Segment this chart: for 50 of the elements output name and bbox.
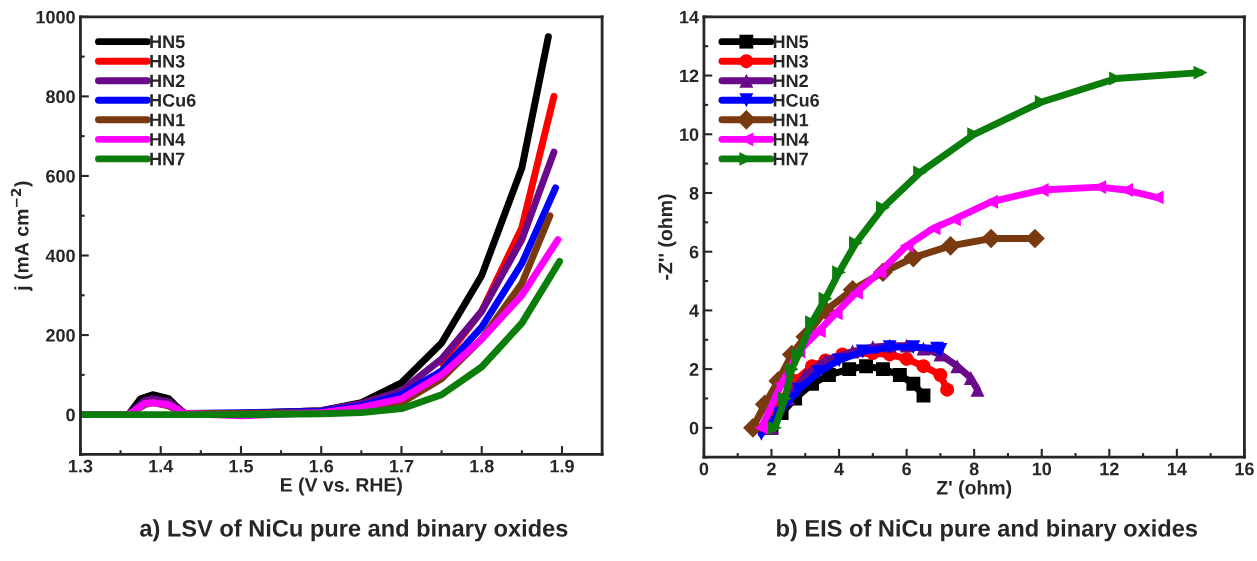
- x-tick-label: 1.5: [229, 459, 254, 473]
- y-tick-label: 800: [46, 90, 75, 104]
- x-tick-label: 1.3: [69, 459, 93, 473]
- x-tick-label: 8: [969, 462, 979, 476]
- legend-label: HCu6: [150, 93, 196, 107]
- y-tick-label: 4: [689, 304, 699, 317]
- x-tick-label: 6: [902, 462, 911, 476]
- text: b) EIS of NiCu pure and binary oxides: [777, 519, 1197, 542]
- legend-label: HN3: [773, 54, 808, 68]
- legend-label: HN3: [150, 54, 185, 68]
- legend-label: HN1: [150, 113, 185, 127]
- y-tick-label: 6: [689, 245, 699, 259]
- y-tick-label: 8: [689, 186, 699, 200]
- x-tick-label: 2: [767, 462, 776, 476]
- x-axis-title: E (V vs. RHE): [280, 477, 402, 496]
- y-tick-label: 600: [46, 169, 75, 183]
- x-tick-label: 12: [1100, 462, 1119, 476]
- y-tick-label: 12: [680, 69, 699, 83]
- x-tick-label: 14: [1167, 462, 1187, 476]
- y-tick-label: 0: [689, 421, 699, 435]
- x-axis-title: Z' (ohm): [936, 480, 1012, 499]
- y-tick-label: 10: [680, 128, 699, 141]
- y-tick-label: 14: [680, 10, 699, 24]
- x-tick-label: 1.4: [149, 459, 174, 473]
- legend-label: HCu6: [773, 93, 820, 107]
- y-tick-label: 400: [45, 249, 75, 263]
- x-tick-label: 0: [699, 462, 709, 476]
- legend-label: HN7: [773, 152, 808, 166]
- y-tick-label: 200: [46, 329, 75, 342]
- y-axis-title: -Z'' (ohm): [658, 194, 677, 280]
- legend-label: HN4: [773, 133, 809, 146]
- text: a) LSV of NiCu pure and binary oxides: [140, 519, 568, 542]
- x-tick-label: 1.6: [309, 459, 334, 473]
- legend-label: HN2: [773, 74, 808, 88]
- legend-label: HN5: [150, 35, 185, 49]
- x-tick-label: 1.9: [550, 459, 574, 473]
- y-tick-label: 0: [66, 408, 75, 422]
- x-tick-label: 10: [1032, 462, 1052, 476]
- y-tick-label: 2: [689, 363, 699, 376]
- x-tick-label: 4: [834, 462, 844, 476]
- y-tick-label: 1000: [36, 10, 75, 24]
- legend-label: HN1: [773, 113, 809, 127]
- legend-label: HN5: [773, 35, 809, 49]
- x-tick-label: 16: [1235, 462, 1254, 476]
- legend-label: HN2: [150, 74, 185, 88]
- legend-label: HN7: [150, 152, 185, 166]
- y-axis-title: j (mA cm$^{−2}$): [10, 181, 33, 292]
- legend-label: HN4: [150, 133, 186, 146]
- x-tick-label: 1.8: [470, 459, 494, 473]
- x-tick-label: 1.7: [390, 459, 414, 473]
